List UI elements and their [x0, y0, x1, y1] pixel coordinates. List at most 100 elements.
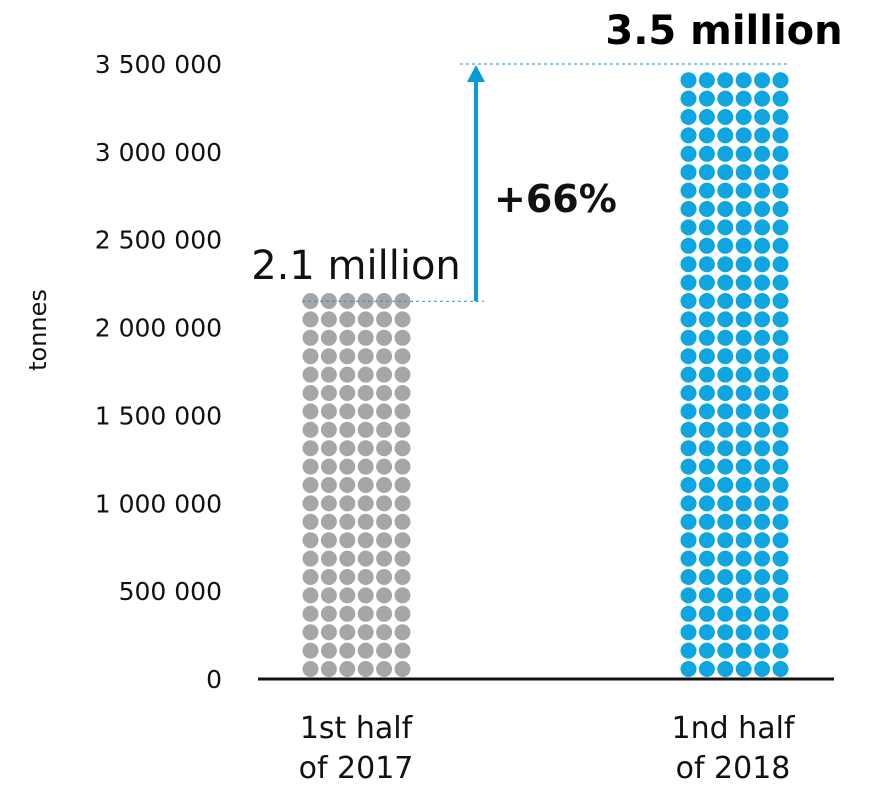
- bar-dot: [717, 440, 734, 457]
- bar-dot: [754, 311, 771, 328]
- bar-dot: [320, 311, 337, 328]
- bar-dot: [394, 624, 411, 641]
- bar-dot: [394, 421, 411, 438]
- bar-dot: [302, 477, 319, 493]
- bar-dot: [735, 403, 752, 420]
- bar-2: [680, 72, 789, 677]
- bar-dot: [680, 569, 697, 585]
- bar-dot: [680, 421, 697, 438]
- bar-dot: [302, 495, 319, 512]
- bar-dot: [717, 605, 734, 622]
- bar-dot: [680, 661, 697, 677]
- y-tick-label: 2 500 000: [95, 226, 222, 255]
- bar-dot: [680, 624, 697, 641]
- bar-dot: [698, 421, 715, 438]
- bar-dot: [680, 90, 697, 107]
- bar-dot: [320, 661, 337, 677]
- bar-dot: [680, 109, 697, 125]
- y-tick-label: 500 000: [119, 577, 222, 606]
- bar-dot: [754, 403, 771, 420]
- bar-dot: [357, 311, 374, 328]
- bar-dot: [735, 421, 752, 438]
- bar-dot: [357, 403, 374, 420]
- bar-dot: [772, 329, 789, 346]
- bar-dot: [302, 532, 319, 549]
- bar-dot: [735, 513, 752, 530]
- bar-dot: [698, 329, 715, 346]
- bar-dot: [339, 532, 356, 549]
- bar-dot: [680, 182, 697, 199]
- bar-dot: [772, 495, 789, 512]
- bar-dot: [394, 532, 411, 549]
- bar-dot: [717, 237, 734, 254]
- bar-dot: [394, 403, 411, 420]
- bar-dot: [339, 366, 356, 383]
- bar-dot: [339, 587, 356, 604]
- bar-dot: [735, 237, 752, 254]
- bar-dot: [376, 348, 393, 365]
- bar-dot: [320, 458, 337, 475]
- bar-dot: [302, 642, 319, 659]
- bar-dot: [394, 605, 411, 622]
- bar-dot: [754, 624, 771, 641]
- bar-dot: [698, 477, 715, 493]
- bar-dot: [772, 385, 789, 401]
- bar-dot: [772, 458, 789, 475]
- bar-dot: [735, 385, 752, 401]
- bar-dot: [302, 569, 319, 585]
- bar-dot: [680, 587, 697, 604]
- bar-dot: [376, 532, 393, 549]
- bar-dot: [735, 109, 752, 125]
- bar-dot: [394, 495, 411, 512]
- bar-dot: [320, 329, 337, 346]
- bar-dot: [735, 182, 752, 199]
- bar-dot: [735, 256, 752, 273]
- bar-dot: [376, 440, 393, 457]
- y-tick-label: 1 500 000: [95, 401, 222, 430]
- bar-dot: [735, 329, 752, 346]
- bar-dot: [339, 329, 356, 346]
- bar-dot: [754, 182, 771, 199]
- bar-dot: [698, 109, 715, 125]
- bar-dot: [754, 256, 771, 273]
- bar-dot: [357, 624, 374, 641]
- bar-dot: [339, 440, 356, 457]
- bar-dot: [717, 164, 734, 181]
- bar-dot: [698, 642, 715, 659]
- bar-dot: [717, 532, 734, 549]
- bar-dot: [754, 605, 771, 622]
- bar-dot: [302, 329, 319, 346]
- bar-dot: [376, 587, 393, 604]
- bar-dot: [680, 366, 697, 383]
- bar-dot: [772, 477, 789, 493]
- bar-dot: [320, 403, 337, 420]
- bar-dot: [339, 624, 356, 641]
- bar-dot: [680, 293, 697, 309]
- bar-dot: [698, 532, 715, 549]
- bar-dot: [302, 661, 319, 677]
- bar-dot: [717, 90, 734, 107]
- bar-dot: [772, 440, 789, 457]
- bar-dot: [754, 219, 771, 236]
- bar-dot: [357, 569, 374, 585]
- bar-dot: [698, 219, 715, 236]
- bar-dot: [754, 440, 771, 457]
- bar-dot: [394, 569, 411, 585]
- bar-dot: [394, 661, 411, 677]
- bar-dot: [339, 477, 356, 493]
- value-labels: 2.1 million 3.5 million: [251, 8, 842, 289]
- bar-dot: [320, 495, 337, 512]
- bar-dot: [772, 550, 789, 567]
- bar-dot: [302, 550, 319, 567]
- bar-dot: [754, 458, 771, 475]
- y-tick-label: 1 000 000: [95, 489, 222, 518]
- bar-dot: [376, 385, 393, 401]
- bar-dot: [754, 164, 771, 181]
- bar-dot: [357, 366, 374, 383]
- bar-dot: [394, 293, 411, 309]
- bar-dot: [735, 587, 752, 604]
- bar-dot: [357, 513, 374, 530]
- bar-dot: [754, 661, 771, 677]
- bar-dot: [717, 274, 734, 291]
